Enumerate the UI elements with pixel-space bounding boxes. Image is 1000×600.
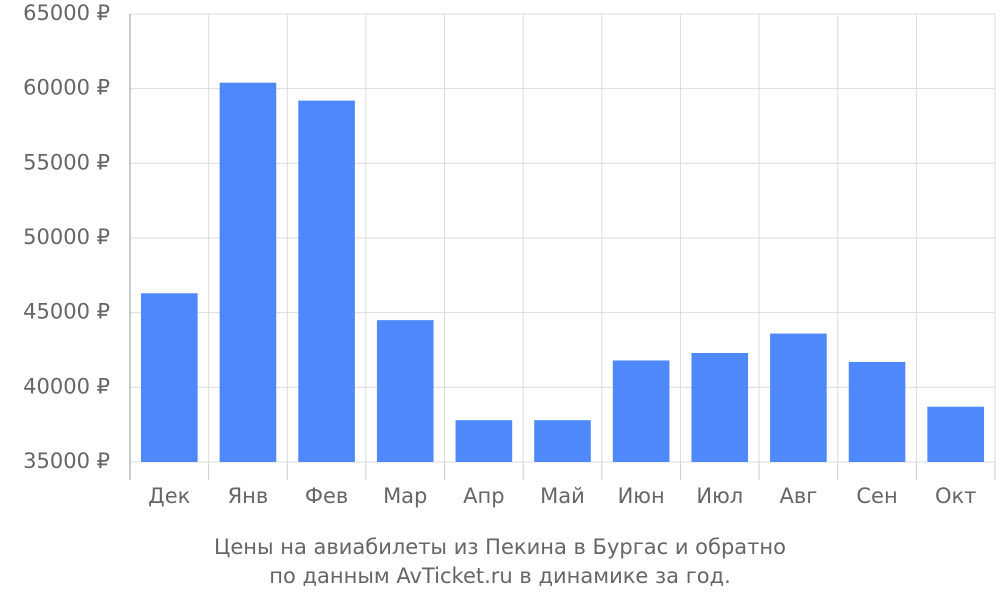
x-tick-label: Июл <box>696 484 743 508</box>
y-tick-label: 40000 ₽ <box>23 374 110 398</box>
y-tick-label: 65000 ₽ <box>23 1 110 25</box>
bar <box>848 361 906 462</box>
bar <box>455 420 513 462</box>
chart-title: Цены на авиабилеты из Пекина в Бургас и … <box>214 535 786 559</box>
x-tick-label: Мар <box>383 484 427 508</box>
bar <box>691 352 749 462</box>
x-tick-label: Окт <box>935 484 976 508</box>
bar <box>219 82 277 463</box>
x-tick-label: Дек <box>148 484 190 508</box>
x-tick-label: Июн <box>618 484 665 508</box>
bar <box>376 320 434 462</box>
x-tick-label: Апр <box>463 484 504 508</box>
x-tick-label: Сен <box>856 484 897 508</box>
x-tick-label: Фев <box>305 484 348 508</box>
y-tick-label: 45000 ₽ <box>23 300 110 324</box>
bar <box>298 100 355 462</box>
y-tick-label: 50000 ₽ <box>23 225 110 249</box>
x-tick-label: Авг <box>780 484 818 508</box>
bar <box>141 293 198 462</box>
chart-title: по данным AvTicket.ru в динамике за год. <box>269 564 731 588</box>
x-tick-label: Янв <box>228 484 269 508</box>
y-tick-label: 35000 ₽ <box>23 449 110 473</box>
bar <box>612 360 670 462</box>
y-tick-label: 55000 ₽ <box>23 150 110 174</box>
y-tick-label: 60000 ₽ <box>23 76 110 100</box>
bar <box>770 333 827 462</box>
bar <box>534 420 591 462</box>
x-tick-label: Май <box>540 484 585 508</box>
bar <box>927 406 984 462</box>
